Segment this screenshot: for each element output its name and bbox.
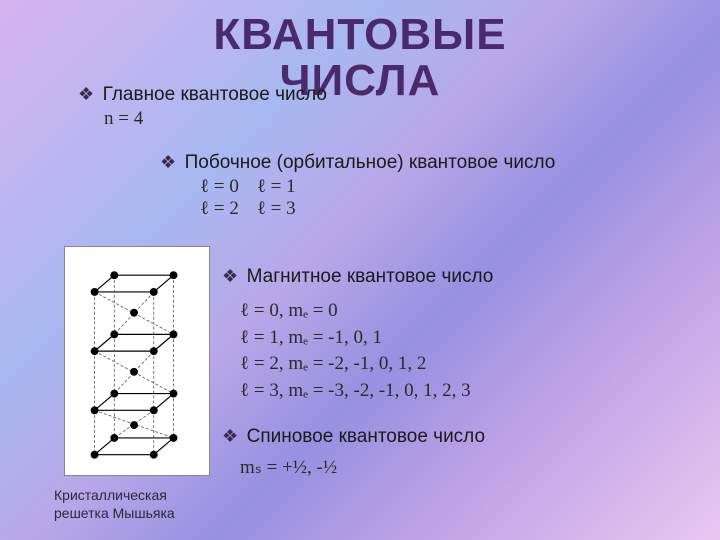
heading-principal: Главное квантовое число xyxy=(103,84,327,105)
crystal-lattice-image xyxy=(64,246,210,476)
orbital-l0: ℓ = 0 xyxy=(200,176,239,198)
value-principal: n = 4 xyxy=(104,108,438,130)
heading-spin: Спиновое квантовое число xyxy=(247,426,485,447)
section-magnetic: ❖ Магнитное квантовое число ℓ = 0, mₑ = … xyxy=(222,266,642,404)
heading-magnetic: Магнитное квантовое число xyxy=(247,266,494,287)
value-spin: mₛ = +½, -½ xyxy=(240,456,642,479)
magnetic-m2: ℓ = 2, mₑ = -2, -1, 0, 1, 2 xyxy=(240,351,642,378)
section-orbital: ❖ Побочное (орбитальное) квантовое число… xyxy=(160,152,600,220)
bullet-icon: ❖ xyxy=(78,84,94,105)
magnetic-m1: ℓ = 1, mₑ = -1, 0, 1 xyxy=(240,325,642,352)
bullet-icon: ❖ xyxy=(222,426,238,447)
section-principal: ❖ Главное квантовое число n = 4 xyxy=(78,84,438,130)
caption-line1: Кристаллическая xyxy=(54,486,175,504)
orbital-l2: ℓ = 2 xyxy=(200,198,239,220)
orbital-l3: ℓ = 3 xyxy=(257,198,296,220)
lattice-caption: Кристаллическая решетка Мышьяка xyxy=(54,486,175,522)
caption-line2: решетка Мышьяка xyxy=(54,504,175,522)
bullet-icon: ❖ xyxy=(222,266,238,287)
orbital-l1: ℓ = 1 xyxy=(257,176,296,198)
heading-orbital: Побочное (орбитальное) квантовое число xyxy=(185,152,556,173)
magnetic-m3: ℓ = 3, mₑ = -3, -2, -1, 0, 1, 2, 3 xyxy=(240,378,642,405)
magnetic-m0: ℓ = 0, mₑ = 0 xyxy=(240,298,642,325)
section-spin: ❖ Спиновое квантовое число mₛ = +½, -½ xyxy=(222,426,642,479)
bullet-icon: ❖ xyxy=(160,152,176,173)
